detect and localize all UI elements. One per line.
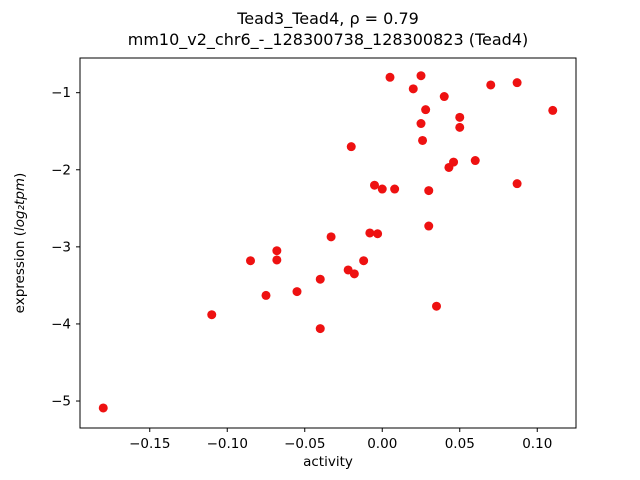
scatter-point <box>486 80 496 90</box>
plot-area <box>80 58 576 428</box>
x-tick-label: 0.10 <box>522 436 552 452</box>
x-axis-label: activity <box>303 454 353 470</box>
scatter-point <box>416 119 426 129</box>
scatter-point <box>390 184 400 194</box>
scatter-point <box>326 232 336 242</box>
scatter-point <box>548 105 558 115</box>
scatter-point <box>439 92 449 102</box>
scatter-point <box>272 255 282 265</box>
scatter-point <box>346 142 356 152</box>
scatter-point <box>385 72 395 82</box>
scatter-point <box>512 78 522 88</box>
x-tick-label: −0.10 <box>207 436 248 452</box>
scatter-point <box>246 256 255 266</box>
x-tick-label: −0.15 <box>129 436 170 452</box>
scatter-point <box>292 287 302 297</box>
y-tick-label: −5 <box>51 394 71 410</box>
scatter-point <box>455 122 465 132</box>
scatter-point <box>315 274 325 284</box>
chart-subtitle: mm10_v2_chr6_-_128300738_128300823 (Tead… <box>128 30 529 50</box>
x-tick-label: −0.05 <box>284 436 325 452</box>
scatter-point <box>416 71 426 81</box>
chart-title: Tead3_Tead4, ρ = 0.79 <box>236 9 419 29</box>
scatter-point <box>207 310 217 320</box>
scatter-point <box>408 84 418 94</box>
scatter-point <box>359 256 369 266</box>
y-axis-ticks: −5 −4 −3 −2 −1 <box>51 85 80 410</box>
scatter-point <box>418 135 428 145</box>
scatter-point <box>470 156 480 166</box>
scatter-point <box>365 228 375 238</box>
y-tick-label: −1 <box>51 85 71 101</box>
y-tick-label: −4 <box>51 316 71 332</box>
scatter-point <box>377 184 387 194</box>
x-axis-ticks: −0.15 −0.10 −0.05 0.00 0.05 0.10 <box>129 428 552 452</box>
scatter-point <box>432 301 441 311</box>
scatter-point <box>424 186 434 196</box>
axes-border <box>79 57 577 429</box>
scatter-point <box>370 180 379 190</box>
y-tick-label: −2 <box>51 162 71 178</box>
scatter-point <box>98 403 108 413</box>
scatter-point <box>449 157 459 167</box>
scatter-point <box>261 290 271 300</box>
y-tick-label: −3 <box>51 239 71 255</box>
scatter-point <box>349 269 359 279</box>
y-axis-label: expression (log₂tpm) <box>12 173 28 314</box>
scatter-point <box>272 246 282 256</box>
scatter-point <box>424 221 434 231</box>
data-points <box>98 71 558 413</box>
scatter-point <box>455 112 465 122</box>
x-tick-label: 0.05 <box>445 436 475 452</box>
scatter-point <box>315 324 325 334</box>
scatter-point <box>373 229 383 239</box>
scatter-point <box>512 179 522 189</box>
x-tick-label: 0.00 <box>367 436 397 452</box>
scatter-point <box>421 105 431 115</box>
